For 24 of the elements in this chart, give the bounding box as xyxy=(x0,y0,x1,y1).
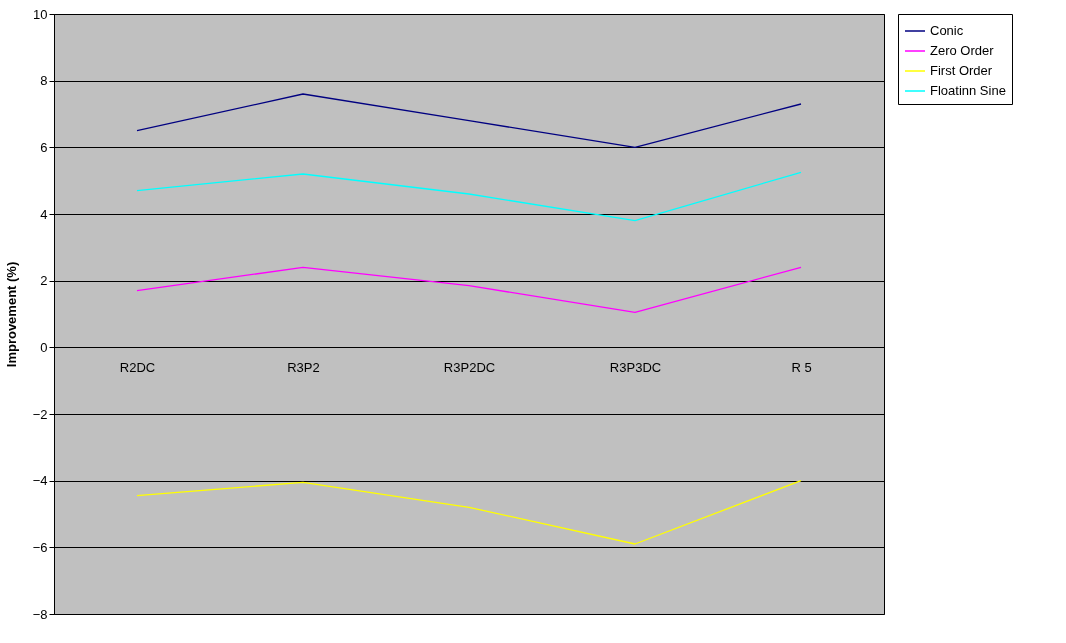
legend-label: Zero Order xyxy=(930,43,995,58)
y-tick-label: 2 xyxy=(40,273,48,289)
legend-label: First Order xyxy=(930,63,993,78)
line-series xyxy=(136,266,802,313)
x-tick-label: R3P2 xyxy=(287,359,320,375)
y-tick-label: −6 xyxy=(32,539,48,555)
y-tick-label: −2 xyxy=(32,406,48,422)
x-tick-label: R 5 xyxy=(791,359,812,375)
y-tick-label: −8 xyxy=(32,606,48,622)
legend-label: Floatinn Sine xyxy=(930,83,1006,98)
line-series xyxy=(136,480,802,545)
y-tick-label: 6 xyxy=(40,139,48,155)
x-tick-label: R3P2DC xyxy=(443,359,496,375)
line-series xyxy=(136,93,802,148)
legend-label: Conic xyxy=(930,23,964,38)
y-tick-label: 10 xyxy=(33,6,48,22)
y-tick-label: −4 xyxy=(32,473,48,489)
line-series xyxy=(136,171,802,222)
y-tick-label: 0 xyxy=(40,339,48,355)
y-tick-label: 4 xyxy=(40,206,48,222)
x-tick-label: R3P3DC xyxy=(609,359,662,375)
y-axis-title: Improvement (%) xyxy=(3,261,19,368)
x-tick-label: R2DC xyxy=(119,359,156,375)
y-tick-label: 8 xyxy=(40,73,48,89)
